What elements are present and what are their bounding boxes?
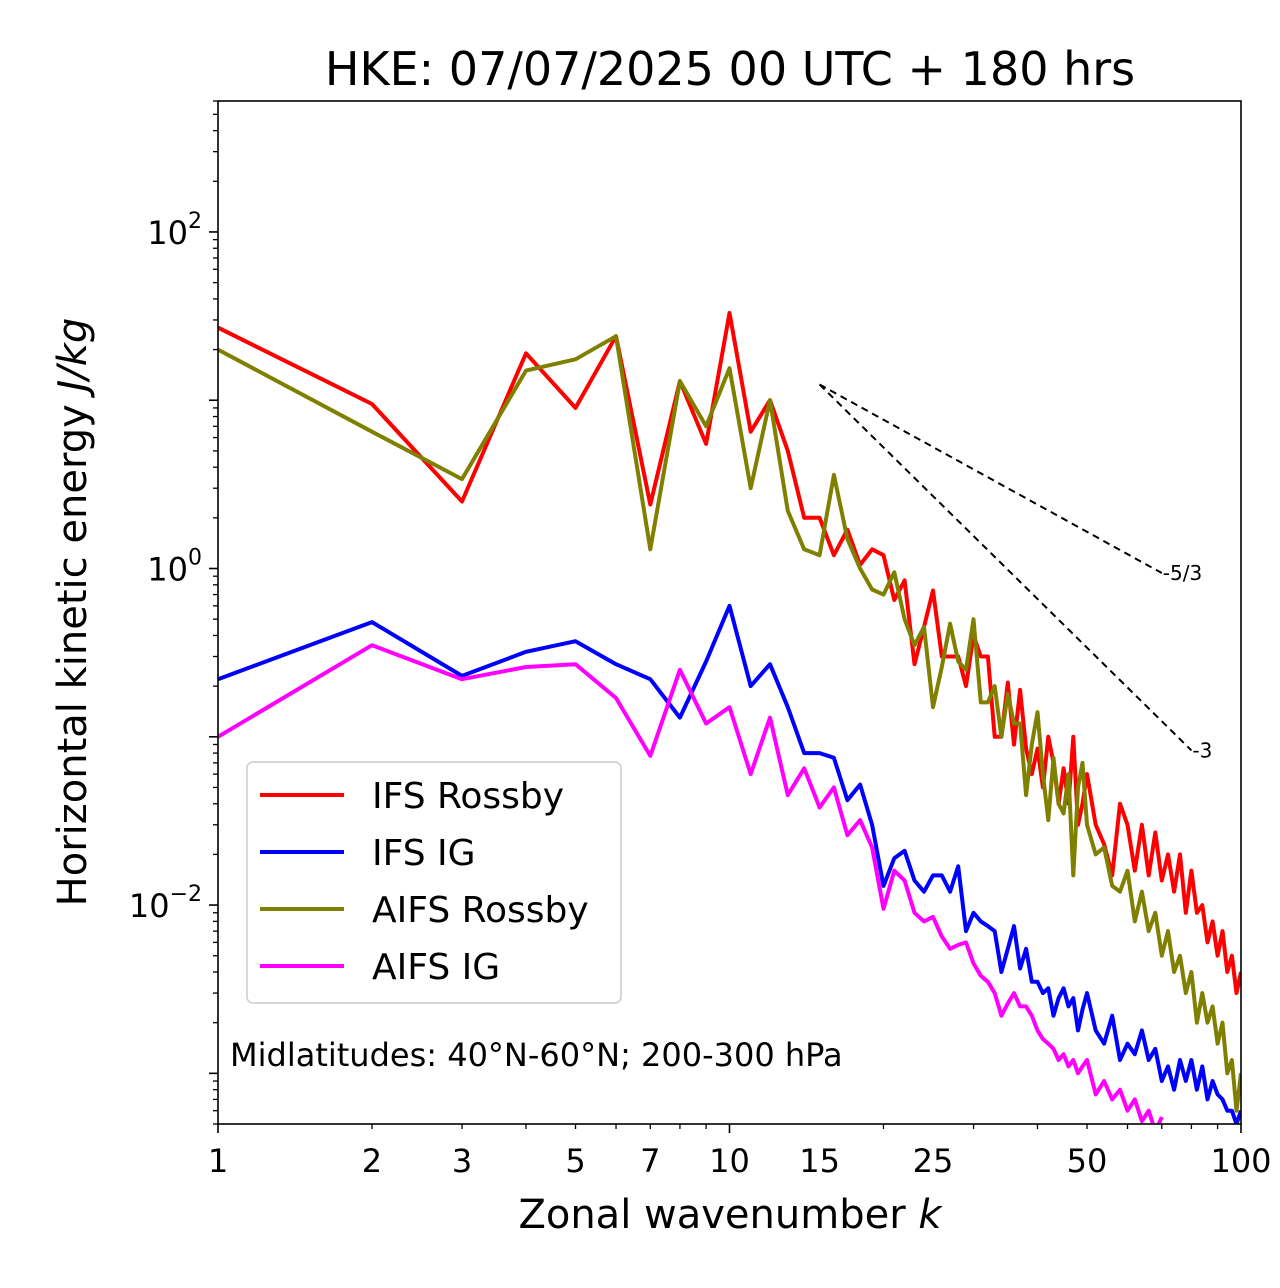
series-line-3 xyxy=(218,643,1164,1124)
y-tick-label: 100 xyxy=(147,546,202,589)
legend-label-0: IFS Rossby xyxy=(372,776,564,817)
region-annotation: Midlatitudes: 40°N-60°N; 200-300 hPa xyxy=(230,1036,843,1074)
y-tick-label: 102 xyxy=(147,209,202,252)
y-tick-label: 10−2 xyxy=(129,882,202,925)
y-tick-base: 10 xyxy=(129,887,170,925)
series-line-0 xyxy=(218,311,1241,996)
chart-title: HKE: 07/07/2025 00 UTC + 180 hrs xyxy=(325,42,1135,96)
x-tick-label: 50 xyxy=(1067,1142,1108,1180)
x-tick-label: 100 xyxy=(1210,1142,1271,1180)
y-tick-base: 10 xyxy=(147,551,188,589)
plot-area-frame xyxy=(217,100,1242,1125)
series-line-1 xyxy=(218,603,1241,1124)
legend-box xyxy=(246,761,622,1004)
x-axis-label-text: Zonal wavenumber xyxy=(518,1192,906,1238)
y-axis-label: Horizontal kinetic energy J/kg xyxy=(50,318,96,907)
y-tick-exponent: 0 xyxy=(188,546,202,571)
y-axis-label-units: J/kg xyxy=(50,318,96,399)
legend-label-3: AIFS IG xyxy=(372,947,500,988)
x-tick-label: 7 xyxy=(640,1142,660,1180)
reference-slope-line-1 xyxy=(818,383,1193,752)
x-tick-label: 15 xyxy=(799,1142,840,1180)
y-axis-label-text: Horizontal kinetic energy xyxy=(50,404,96,906)
series-line-2 xyxy=(218,334,1241,1113)
y-tick-base: 10 xyxy=(147,214,188,252)
y-tick-exponent: −2 xyxy=(170,882,202,907)
x-tick-label: 10 xyxy=(709,1142,750,1180)
x-tick-label: 25 xyxy=(913,1142,954,1180)
reference-slope-label-0: -5/3 xyxy=(1163,561,1202,585)
y-tick-exponent: 2 xyxy=(188,209,202,234)
legend-label-2: AIFS Rossby xyxy=(372,890,589,931)
x-tick-label: 3 xyxy=(452,1142,472,1180)
legend: IFS Rossby IFS IG AIFS Rossby AIFS IG xyxy=(246,761,622,1004)
legend-label-1: IFS IG xyxy=(372,833,476,874)
reference-slope-line-0 xyxy=(819,383,1163,574)
x-tick-label: 2 xyxy=(362,1142,382,1180)
x-axis-label: Zonal wavenumber k xyxy=(518,1192,943,1238)
x-axis-label-variable: k xyxy=(918,1192,943,1238)
x-tick-label: 5 xyxy=(565,1142,585,1180)
reference-slope-label-1: -3 xyxy=(1192,738,1212,762)
x-tick-label: 1 xyxy=(208,1142,228,1180)
